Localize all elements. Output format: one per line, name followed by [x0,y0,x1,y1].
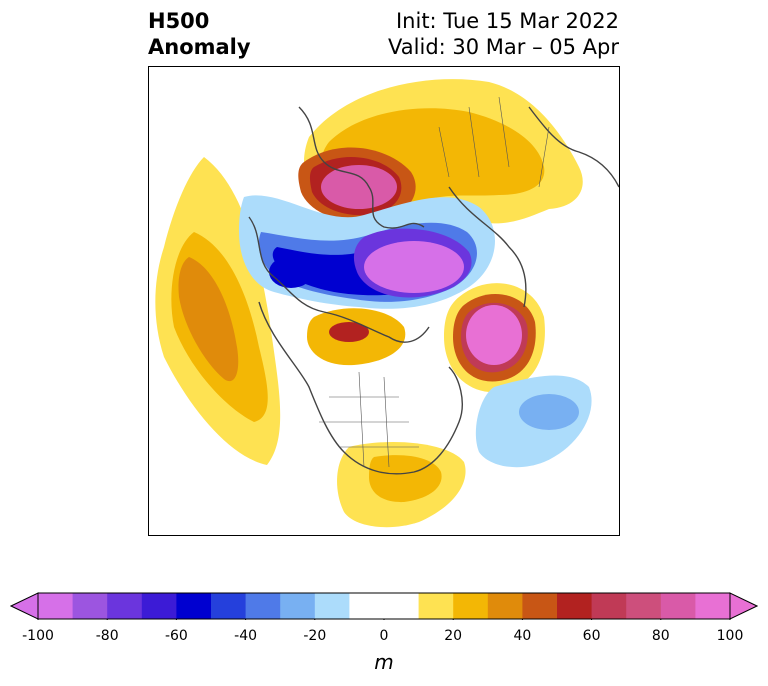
anomaly-map [155,79,619,528]
title-field: Anomaly [148,35,251,59]
colorbar-bin [314,593,350,619]
colorbar-bin [211,593,247,619]
colorbar-tick-label: 20 [444,628,463,644]
colorbar-tick-label: -40 [234,628,258,644]
colorbar-tick-label: 100 [716,628,744,644]
colorbar-bin [591,593,627,619]
anomaly-contour-scandinavia-core [321,165,397,209]
colorbar-extend-min [10,592,39,620]
anomaly-contour-eastern-us-2 [369,455,442,503]
map-title-left: H500 Anomaly [148,8,251,60]
colorbar-bin [522,593,558,619]
map-panel [148,66,620,536]
title-variable: H500 [148,9,210,33]
init-date: Init: Tue 15 Mar 2022 [395,9,619,33]
colorbar-bin [418,593,454,619]
colorbar [10,592,758,620]
colorbar-bin [695,593,731,619]
anomaly-contour-hudson-core [329,322,369,342]
colorbar-bin [72,593,108,619]
map-title-right: Init: Tue 15 Mar 2022 Valid: 30 Mar – 05… [388,8,619,60]
colorbar-bin [349,593,385,619]
valid-period: Valid: 30 Mar – 05 Apr [388,35,619,59]
colorbar-tick-label: -100 [22,628,54,644]
anomaly-contour-natl-core [466,305,522,365]
colorbar-bin [487,593,523,619]
colorbar-bin [660,593,696,619]
colorbar-unit-label: m [374,650,394,674]
colorbar-tick-label: 60 [582,628,601,644]
anomaly-contour-alaska-low [269,256,313,288]
colorbar-tick-label: 0 [379,628,389,644]
colorbar-bin [38,593,74,619]
colorbar-extend-max [729,592,758,620]
colorbar-bin [384,593,420,619]
colorbar-tick-label: -20 [303,628,327,644]
colorbar-tick-label: -60 [164,628,188,644]
coastlines [248,106,619,475]
colorbar-bin [557,593,593,619]
colorbar-bin [280,593,316,619]
anomaly-contour-atlantic-low-core [519,394,579,430]
colorbar-tick-label: 80 [651,628,670,644]
colorbar-bin [245,593,281,619]
colorbar-bin [107,593,143,619]
colorbar-tick-label: -80 [95,628,119,644]
colorbar-tick-label: 40 [513,628,532,644]
borders [319,96,550,468]
anomaly-contour-greenland-core [364,241,464,293]
anomaly-contour-pacific-3 [178,257,239,382]
colorbar-bin [453,593,489,619]
colorbar-bin [626,593,662,619]
colorbar-bin [176,593,212,619]
colorbar-bin [141,593,177,619]
